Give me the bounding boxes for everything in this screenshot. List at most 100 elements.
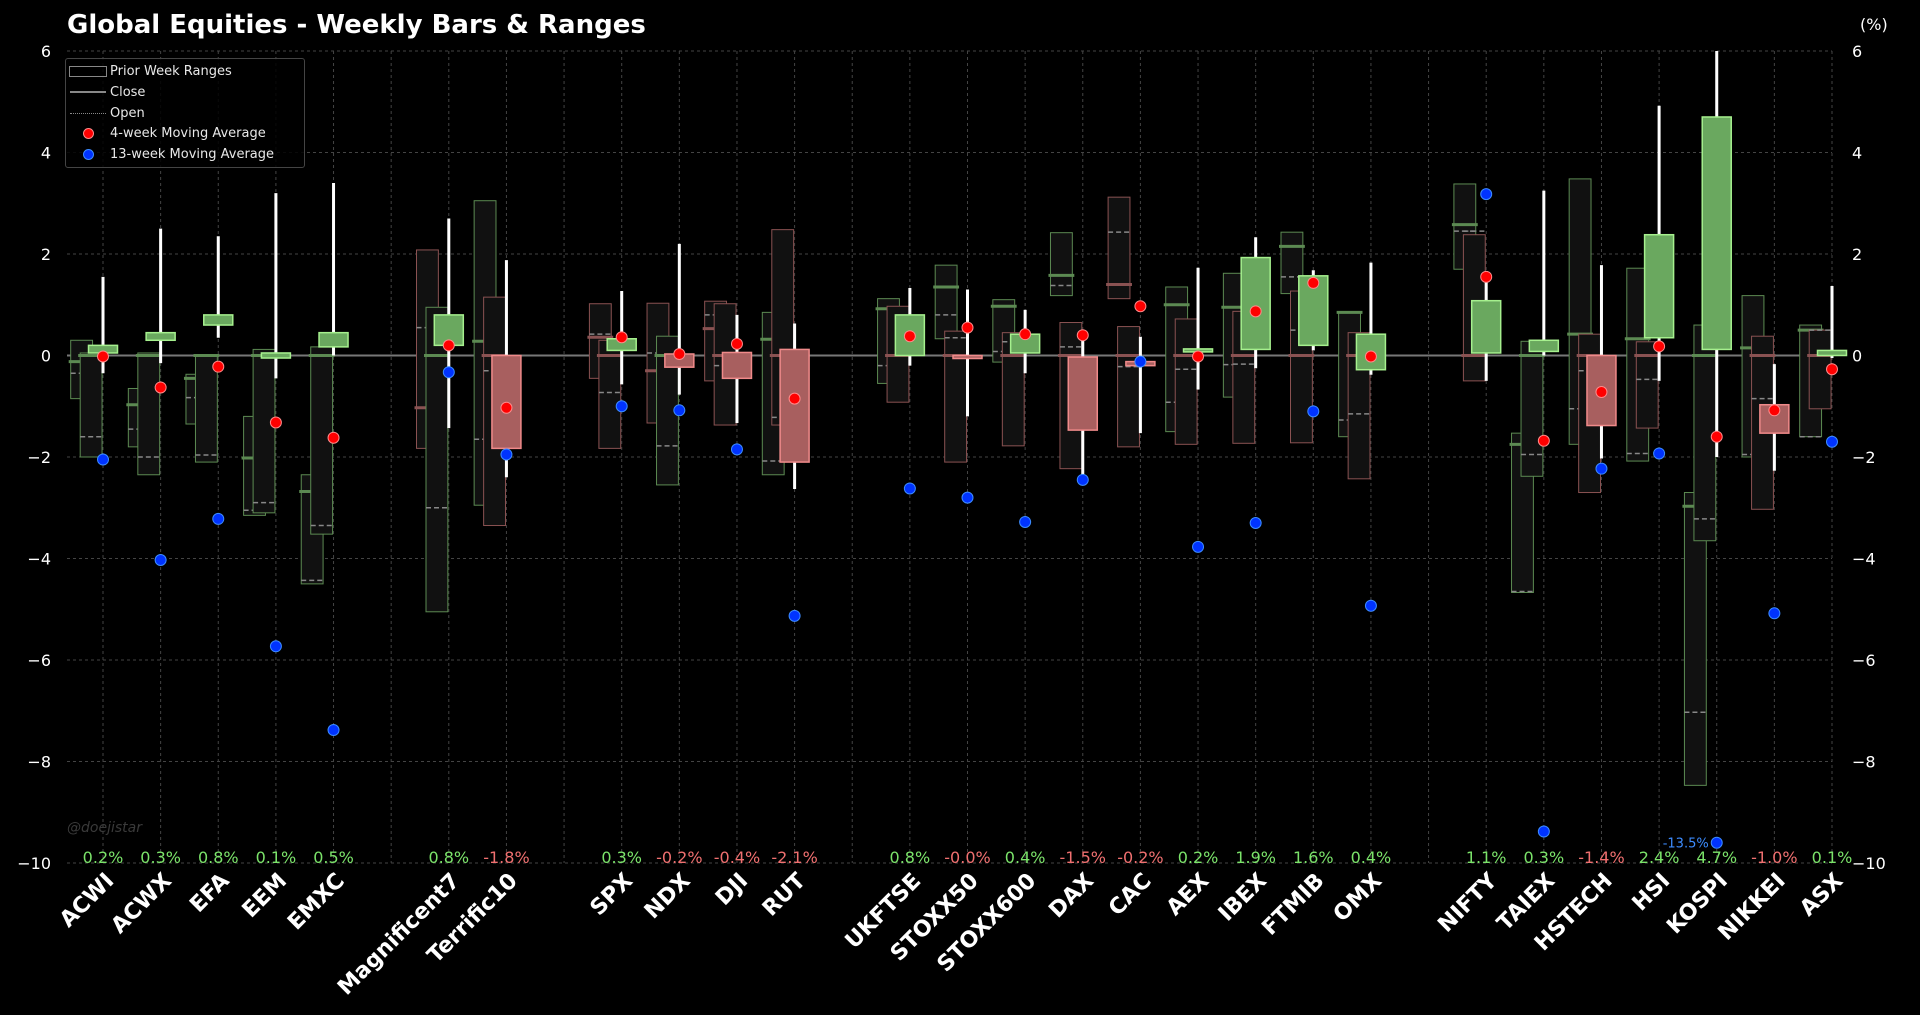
current-week-body [952, 354, 983, 360]
ma13-dot [500, 448, 513, 461]
weekly-change-label: 0.5% [313, 848, 354, 867]
ma13-dot [903, 482, 916, 495]
x-tick-label: EFA [185, 869, 234, 918]
prior-week-range-box [1635, 341, 1659, 429]
x-tick-label: DAX [1044, 869, 1099, 924]
legend-label: Close [110, 84, 146, 100]
x-tick-label: RUT [758, 869, 811, 922]
ma13-dot [212, 512, 225, 525]
ticker-group-ukftse: 0.8%UKFTSE [841, 288, 930, 954]
y-tick-label-right: 2 [1852, 245, 1862, 264]
prior-week-range-box [1001, 332, 1025, 447]
ticker-group-ibex: 1.9%IBEX [1214, 237, 1276, 927]
ma4-dot [154, 381, 167, 394]
prior-week-range-box [1107, 196, 1131, 300]
ticker-group-omx: 0.4% OMX [1329, 262, 1392, 927]
ma4-dot [212, 360, 225, 373]
red-dot-icon [82, 127, 94, 139]
y-tick-label-right: 4 [1852, 144, 1862, 163]
prior-week-range-box [194, 355, 218, 463]
prior-week-range-box [1049, 232, 1073, 297]
ma13-dot [1710, 836, 1723, 849]
ma4-dot [442, 339, 455, 352]
y-tick-label-right: −4 [1852, 550, 1876, 569]
ticker-group-spx: 0.3% SPX [586, 291, 642, 921]
y-tick-label-left: −2 [27, 448, 51, 467]
legend-item-ma4: 4-week Moving Average [66, 124, 266, 142]
y-tick-label-right: 0 [1852, 347, 1862, 366]
y-tick-label-left: −6 [27, 651, 51, 670]
ma4-dot [1249, 305, 1262, 318]
weekly-change-label: 0.4% [1351, 848, 1392, 867]
ma4-dot [1192, 350, 1205, 363]
ma4-dot [1480, 270, 1493, 283]
ma4-dot [1826, 363, 1838, 376]
ma13-dot [442, 366, 455, 379]
current-week-body [1067, 356, 1099, 431]
ma13-dot [269, 640, 282, 653]
ma4-dot [961, 321, 974, 334]
ma13-dot [97, 453, 109, 466]
ma4-dot [1134, 300, 1147, 313]
x-tick-label: ASX [1795, 869, 1848, 922]
watermark: @doejistar [67, 820, 142, 836]
y-tick-label-left: −4 [27, 550, 51, 569]
ma4-dot [1076, 329, 1089, 342]
current-week-body [318, 331, 349, 348]
y-tick-label-left: 2 [41, 245, 51, 264]
y-tick-label-right: −8 [1852, 753, 1876, 772]
ma13-dot [327, 724, 340, 737]
y-tick-label-left: 4 [41, 144, 51, 163]
weekly-change-label: 0.2% [83, 848, 124, 867]
ma13-dot [1249, 516, 1262, 529]
ticker-group-ndx: -0.2% NDX [640, 243, 703, 924]
weekly-change-label: 0.8% [198, 848, 239, 867]
legend-label: Prior Week Ranges [110, 63, 232, 79]
x-tick-label: SPX [586, 869, 638, 921]
ma4-dot [1537, 434, 1550, 447]
weekly-change-label: -0.0% [944, 848, 990, 867]
weekly-change-label: 1.9% [1235, 848, 1276, 867]
blue-dot-icon [82, 148, 94, 160]
legend-item-open: Open [66, 104, 145, 122]
y-tick-label-right: 6 [1852, 42, 1862, 61]
ma4-dot [1364, 350, 1377, 363]
prior-week-range-box [79, 352, 103, 458]
current-week-body [1470, 299, 1502, 354]
ma13-dot [1307, 405, 1320, 418]
x-tick-label: NIFTY [1433, 868, 1503, 938]
weekly-change-label: -1.4% [1578, 848, 1624, 867]
chart-title: Global Equities - Weekly Bars & Ranges [67, 10, 646, 40]
open-dotted-line-icon [70, 112, 106, 114]
weekly-change-label: 0.1% [256, 848, 297, 867]
close-line-icon [70, 91, 106, 93]
current-week-body [1701, 116, 1732, 351]
weekly-change-label: 0.3% [1524, 848, 1565, 867]
current-week-body [1528, 339, 1560, 353]
legend-label: 13-week Moving Average [110, 146, 275, 162]
ma4-dot [1595, 386, 1608, 399]
ticker-group-kospi: -13.5%4.7%KOSPI [1662, 51, 1737, 939]
prior-week-range-box [252, 348, 276, 514]
ma4-dot [327, 431, 340, 444]
y-tick-label-left: 6 [41, 42, 51, 61]
prior-week-range-box [1117, 326, 1140, 448]
weekly-change-label: 0.8% [428, 848, 469, 867]
chart-legend: Prior Week Ranges Close Open 4-week Movi… [65, 58, 305, 168]
y-tick-label-left: −10 [17, 854, 51, 873]
weekly-change-label: 0.4% [1005, 848, 1046, 867]
weekly-change-label: -1.8% [483, 848, 529, 867]
ticker-group-nifty: 1.1%NIFTY [1433, 183, 1507, 938]
y-tick-label-right: −6 [1852, 651, 1876, 670]
x-tick-label: DJI [711, 869, 753, 911]
ticker-group-rut: -2.1% RUT [758, 229, 818, 922]
ma13-dot [1768, 607, 1781, 620]
current-week-body [779, 348, 810, 463]
x-tick-label: CAC [1104, 869, 1157, 922]
ma4-dot [1768, 404, 1781, 417]
prior-week-range-box [425, 306, 449, 613]
ma4-dot [903, 330, 916, 343]
ma13-dot [1076, 473, 1089, 486]
legend-label: 4-week Moving Average [110, 125, 266, 141]
